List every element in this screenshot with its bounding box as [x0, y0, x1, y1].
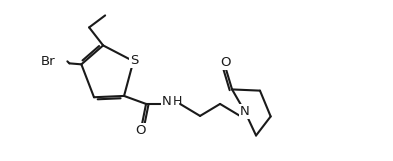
Text: O: O [135, 124, 145, 137]
Text: N: N [161, 95, 171, 109]
Text: O: O [220, 56, 230, 69]
Text: Br: Br [41, 55, 55, 68]
Text: H: H [173, 95, 182, 109]
Text: N: N [240, 105, 250, 118]
Text: S: S [130, 54, 139, 67]
